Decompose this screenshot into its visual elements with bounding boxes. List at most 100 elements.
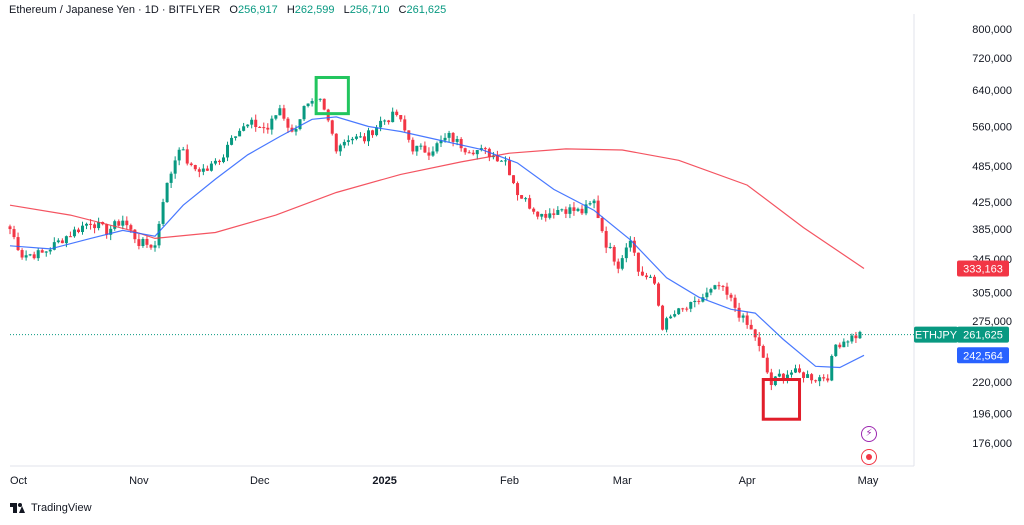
candle-body (431, 151, 435, 156)
candle-body (737, 307, 741, 318)
candle-body (226, 144, 230, 158)
candle-body (439, 140, 443, 144)
candle-body (781, 373, 785, 379)
candle-body (536, 211, 540, 217)
candle-body (600, 218, 604, 232)
candle-body (677, 308, 681, 315)
candle-body (789, 372, 793, 375)
close-label: C (398, 4, 407, 16)
candle-body (181, 149, 185, 151)
chart-header: Ethereum / Japanese Yen · 1D · BITFLYER … (9, 3, 446, 17)
candle-body (830, 355, 834, 381)
candle-body (850, 335, 854, 342)
candle-body (387, 120, 391, 123)
close-value: 261,625 (406, 4, 447, 16)
candle-body (693, 300, 697, 303)
candle-body (471, 152, 475, 155)
candle-body (540, 213, 544, 217)
candle-body (560, 209, 564, 211)
candle-body (648, 276, 652, 278)
tradingview-footer[interactable]: TradingView (10, 502, 92, 514)
candle-body (725, 286, 729, 295)
candle-body (415, 145, 419, 152)
candle-body (350, 138, 354, 141)
low-label: L (343, 4, 350, 16)
candle-body (258, 126, 262, 128)
ohlc-close: C261,625 (399, 4, 447, 16)
candle-body (632, 240, 636, 253)
candle-body (661, 305, 665, 330)
candle-body (48, 249, 52, 252)
candle-body (8, 226, 12, 230)
y-tick-label: 275,000 (972, 316, 1012, 328)
x-tick-label: 2025 (372, 475, 396, 487)
ma-fast-line (9, 116, 865, 369)
candle-body (483, 148, 487, 150)
candle-body (318, 98, 322, 100)
candle-body (640, 271, 644, 276)
y-tick-label: 385,000 (972, 224, 1012, 236)
candle-body (141, 238, 145, 246)
candle-body (624, 247, 628, 259)
ohlc-low: L256,710 (344, 4, 390, 16)
candle-body (765, 357, 769, 373)
candle-body (52, 242, 56, 250)
ma-slow-line (9, 148, 865, 269)
candle-body (242, 126, 246, 131)
y-tick-label: 305,000 (972, 288, 1012, 300)
candle-body (230, 137, 234, 145)
candle-body (342, 141, 346, 146)
candle-body (411, 139, 415, 152)
candle-body (109, 228, 113, 235)
candle-body (616, 261, 620, 269)
candle-body (278, 108, 282, 116)
candle-body (838, 344, 842, 348)
candle-body (362, 136, 366, 142)
lightning-icon[interactable]: ⚡︎ (861, 426, 877, 442)
candle-body (209, 163, 213, 171)
candle-body (133, 229, 137, 240)
x-tick-label: Feb (500, 475, 519, 487)
candle-body (358, 136, 362, 138)
candle-body (709, 289, 713, 293)
candle-body (177, 149, 181, 161)
target-icon[interactable] (861, 449, 877, 465)
candle-body (443, 137, 447, 141)
candle-body (592, 200, 596, 204)
candle-body (499, 160, 503, 162)
ma-slow-tag: 333,163 (963, 264, 1003, 276)
candle-body (451, 132, 455, 142)
high-label: H (286, 4, 295, 16)
candle-body (757, 337, 761, 346)
candle-body (274, 115, 278, 119)
candle-body (234, 136, 238, 138)
candle-body (793, 368, 797, 373)
candle-body (169, 173, 173, 183)
tradingview-brand: TradingView (31, 502, 92, 514)
y-tick-label: 560,000 (972, 122, 1012, 134)
candle-body (657, 283, 661, 306)
x-tick-label: Dec (250, 475, 270, 487)
candle-body (334, 133, 338, 152)
candle-body (826, 378, 830, 381)
x-tick-label: Oct (10, 475, 27, 487)
candle-body (250, 119, 254, 125)
candle-body (516, 183, 520, 196)
candle-body (185, 149, 189, 164)
candle-body (125, 220, 129, 226)
candle-body (157, 223, 161, 246)
y-tick-label: 800,000 (972, 24, 1012, 36)
high-value: 262,599 (294, 4, 335, 16)
candle-body (741, 315, 745, 318)
y-tick-label: 485,000 (972, 161, 1012, 173)
candle-body (302, 106, 306, 120)
candle-body (665, 318, 669, 330)
candle-body (330, 120, 334, 134)
candle-body (238, 130, 242, 137)
low-value: 256,710 (349, 4, 390, 16)
candle-body (697, 300, 701, 302)
candle-body (371, 130, 375, 136)
candle-body (121, 220, 125, 226)
candle-body (475, 150, 479, 155)
